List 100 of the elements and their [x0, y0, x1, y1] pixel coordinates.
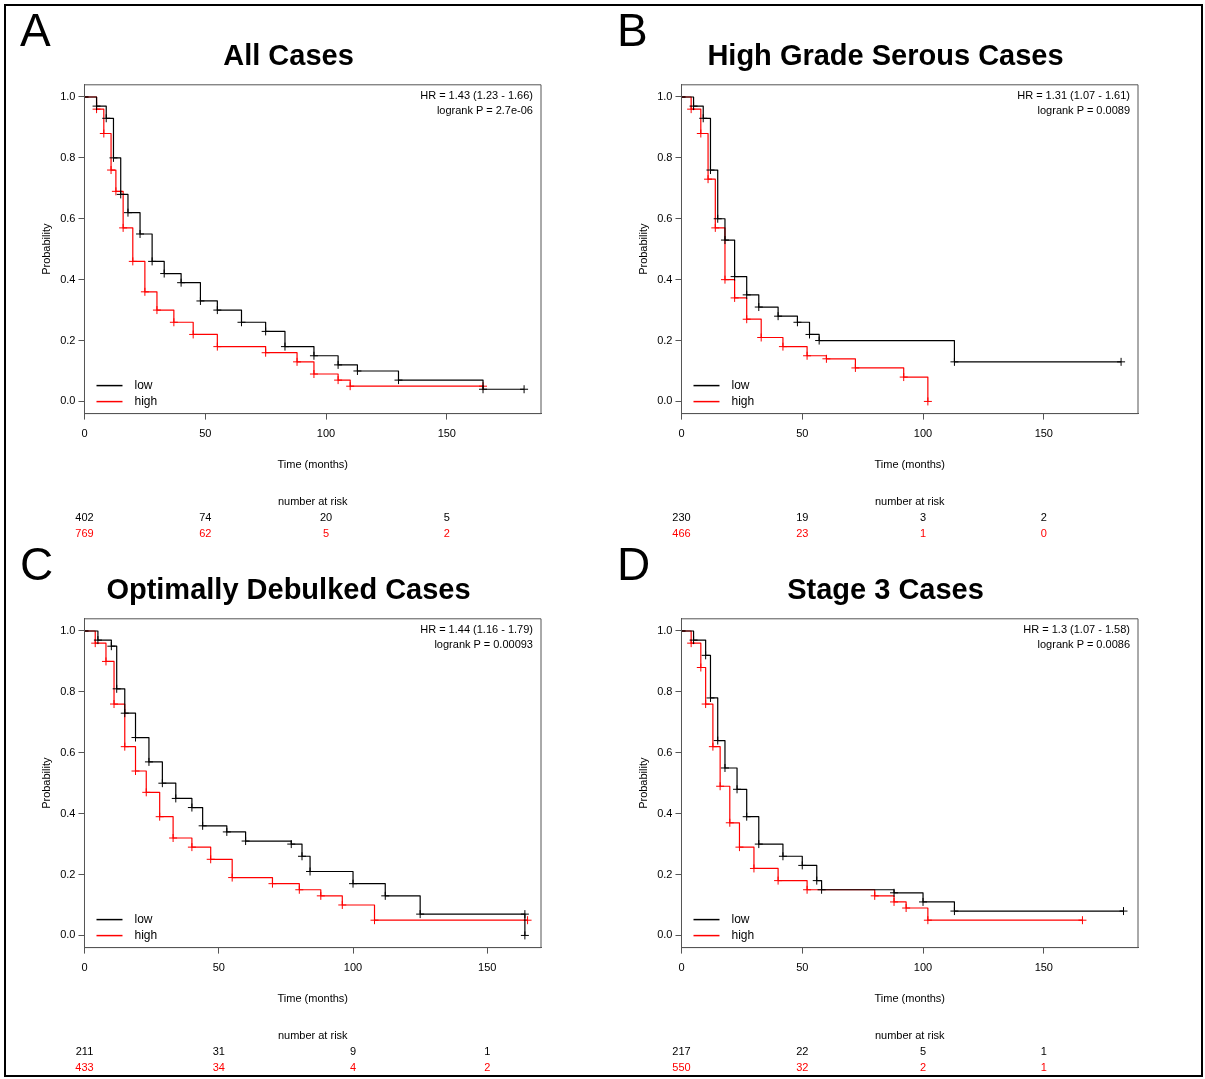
- text: 4: [349, 1061, 357, 1074]
- y-tick-label: 0.0: [657, 928, 673, 941]
- y-tick-label: 0.8: [657, 150, 673, 163]
- x-tick-label: 150: [1034, 961, 1053, 974]
- x-tick-label: 50: [199, 427, 212, 440]
- y-tick-label: 0.0: [60, 394, 76, 407]
- text: 2: [919, 1061, 927, 1074]
- text: number at risk: [277, 1029, 349, 1042]
- x-tick-label: 0: [81, 427, 88, 440]
- text: number at risk: [874, 495, 946, 508]
- chart-title: All Cases: [223, 39, 354, 72]
- y-tick-label: 0.8: [60, 150, 76, 163]
- y-tick-label: 0.2: [657, 333, 673, 346]
- chart-title: Optimally Debulked Cases: [106, 573, 471, 606]
- chart-title: Stage 3 Cases: [787, 573, 984, 606]
- text: 466: [672, 527, 691, 540]
- x-axis-title: Time (months): [277, 992, 348, 1005]
- text: 2: [1040, 511, 1047, 524]
- y-tick-label: 0.6: [60, 211, 76, 224]
- x-tick-label: 100: [343, 961, 363, 974]
- x-tick-label: 100: [913, 961, 933, 974]
- y-axis-title: Probability: [636, 223, 649, 275]
- text: number at risk: [277, 495, 349, 508]
- text: B: [617, 3, 648, 56]
- y-tick-label: 0.4: [60, 272, 76, 285]
- y-tick-label: 1.0: [657, 624, 673, 637]
- y-axis-title: Probability: [39, 223, 52, 275]
- annotation: logrank P = 0.00093: [434, 638, 533, 651]
- x-axis-title: Time (months): [277, 458, 348, 471]
- text: 402: [75, 511, 94, 524]
- text: A: [20, 3, 51, 56]
- y-tick-label: 1.0: [657, 90, 673, 103]
- text: 217: [672, 1045, 691, 1058]
- text: 2: [443, 527, 450, 540]
- legend-label: high: [134, 393, 158, 408]
- text: 2: [484, 1061, 491, 1074]
- y-tick-label: 0.0: [657, 394, 673, 407]
- legend-label: low: [731, 377, 750, 392]
- text: D: [617, 537, 651, 590]
- x-tick-label: 100: [316, 427, 336, 440]
- text: 62: [199, 527, 212, 540]
- text: 5: [919, 1045, 927, 1058]
- text: 550: [672, 1061, 691, 1074]
- legend-label: low: [134, 911, 153, 926]
- y-tick-label: 0.2: [60, 333, 76, 346]
- legend-label: high: [731, 927, 755, 942]
- annotation: logrank P = 0.0086: [1037, 638, 1130, 651]
- annotation: logrank P = 2.7e-06: [436, 104, 533, 117]
- text: 0: [1040, 527, 1047, 540]
- y-tick-label: 0.2: [60, 867, 76, 880]
- y-tick-label: 1.0: [60, 624, 76, 637]
- text: 34: [212, 1061, 225, 1074]
- annotation: HR = 1.43 (1.23 - 1.66): [420, 89, 533, 102]
- text: 769: [75, 527, 94, 540]
- y-tick-label: 1.0: [60, 90, 76, 103]
- x-tick-label: 150: [1034, 427, 1053, 440]
- text: 1: [1040, 1061, 1047, 1074]
- y-axis-title: Probability: [636, 757, 649, 809]
- text: number at risk: [874, 1029, 946, 1042]
- text: 22: [796, 1045, 809, 1058]
- x-tick-label: 50: [796, 961, 809, 974]
- chart-title: High Grade Serous Cases: [707, 39, 1064, 72]
- legend-label: high: [731, 393, 755, 408]
- x-tick-label: 150: [478, 961, 497, 974]
- y-tick-label: 0.8: [60, 684, 76, 697]
- text: 32: [796, 1061, 809, 1074]
- text: 20: [319, 511, 333, 524]
- y-axis-title: Probability: [39, 757, 52, 809]
- x-tick-label: 0: [678, 427, 685, 440]
- text: 74: [199, 511, 212, 524]
- y-tick-label: 0.8: [657, 684, 673, 697]
- text: 230: [672, 511, 691, 524]
- y-tick-label: 0.6: [60, 745, 76, 758]
- x-tick-label: 50: [796, 427, 809, 440]
- y-tick-label: 0.6: [657, 211, 673, 224]
- y-tick-label: 0.6: [657, 745, 673, 758]
- text: 31: [212, 1045, 225, 1058]
- annotation: HR = 1.31 (1.07 - 1.61): [1017, 89, 1130, 102]
- text: 211: [75, 1045, 94, 1058]
- y-tick-label: 0.4: [60, 806, 76, 819]
- text: 19: [796, 511, 809, 524]
- text: 9: [349, 1045, 357, 1058]
- x-tick-label: 100: [913, 427, 933, 440]
- legend-label: low: [134, 377, 153, 392]
- annotation: HR = 1.44 (1.16 - 1.79): [420, 623, 533, 636]
- text: C: [20, 537, 54, 590]
- text: 1: [919, 527, 927, 540]
- text: 3: [919, 511, 927, 524]
- x-axis-title: Time (months): [874, 992, 945, 1005]
- y-tick-label: 0.2: [657, 867, 673, 880]
- x-tick-label: 0: [678, 961, 685, 974]
- x-axis-title: Time (months): [874, 458, 945, 471]
- text: 1: [1040, 1045, 1047, 1058]
- x-tick-label: 0: [81, 961, 88, 974]
- text: 5: [322, 527, 330, 540]
- x-tick-label: 150: [437, 427, 456, 440]
- legend-label: low: [731, 911, 750, 926]
- text: 1: [484, 1045, 491, 1058]
- y-tick-label: 0.4: [657, 272, 673, 285]
- legend-label: high: [134, 927, 158, 942]
